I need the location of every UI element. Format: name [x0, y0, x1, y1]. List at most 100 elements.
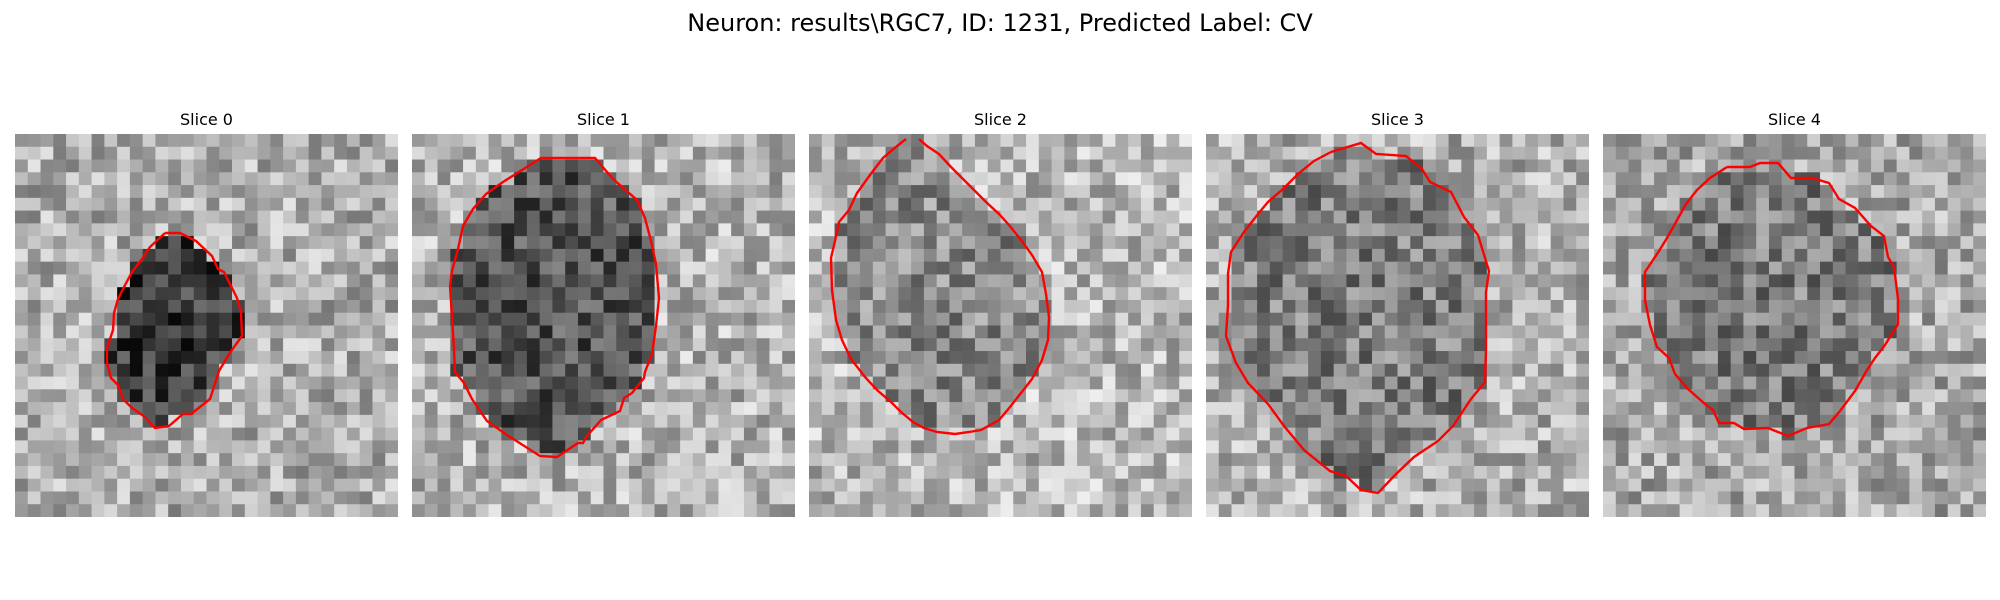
pixel [1346, 274, 1360, 288]
pixel [1231, 478, 1245, 493]
pixel [1384, 363, 1399, 378]
pixel [1359, 453, 1373, 467]
pixel [1410, 440, 1424, 454]
pixel [1960, 389, 1974, 403]
pixel [1973, 414, 1986, 429]
pixel [1397, 236, 1411, 250]
pixel [1807, 312, 1821, 327]
pixel [1537, 274, 1552, 288]
pixel [1947, 402, 1962, 416]
pixel [1768, 172, 1783, 186]
slice-image-svg [1603, 134, 1986, 517]
pixel [1525, 504, 1539, 517]
pixel [565, 453, 579, 467]
pixel [629, 440, 643, 454]
pixel [91, 134, 105, 148]
pixel [1794, 210, 1808, 224]
pixel [463, 236, 477, 250]
pixel [1512, 389, 1526, 403]
pixel [437, 299, 451, 314]
pixel [692, 427, 707, 441]
pixel [1807, 402, 1821, 416]
pixel [232, 504, 246, 517]
pixel [1973, 299, 1986, 314]
pixel [769, 414, 783, 429]
pixel [359, 402, 374, 416]
pixel [1038, 236, 1053, 250]
pixel [731, 376, 745, 390]
pixel [334, 338, 348, 352]
pixel [1832, 414, 1847, 429]
pixel [1896, 402, 1910, 416]
pixel [872, 236, 887, 250]
pixel [821, 185, 836, 199]
pixel [1845, 376, 1859, 390]
pixel [295, 261, 310, 276]
pixel [1218, 363, 1233, 378]
pixel [1384, 376, 1399, 390]
pixel [27, 453, 42, 467]
pixel [756, 325, 771, 339]
pixel [1499, 465, 1513, 480]
pixel [1845, 465, 1859, 480]
pixel [1000, 491, 1014, 505]
pixel [437, 376, 451, 390]
pixel [385, 134, 398, 148]
pixel [577, 236, 592, 250]
pixel [1128, 351, 1142, 365]
pixel [206, 146, 220, 161]
pixel [667, 185, 681, 199]
pixel [629, 236, 643, 250]
pixel [834, 299, 848, 314]
pixel [232, 261, 246, 276]
pixel [334, 261, 348, 276]
pixel [1603, 172, 1617, 186]
pixel [424, 185, 439, 199]
pixel [987, 504, 1002, 517]
slice-image [809, 134, 1192, 517]
pixel [1257, 146, 1271, 161]
pixel [334, 389, 348, 403]
pixel [1308, 134, 1322, 148]
pixel [590, 427, 605, 441]
pixel [15, 491, 29, 505]
pixel [206, 414, 220, 429]
pixel [514, 351, 528, 365]
pixel [219, 453, 233, 467]
pixel [809, 159, 823, 173]
pixel [168, 236, 182, 250]
pixel [1845, 134, 1859, 148]
pixel [1115, 287, 1129, 301]
pixel [1410, 172, 1424, 186]
pixel [1896, 236, 1910, 250]
pixel [1934, 248, 1949, 263]
pixel [1102, 274, 1116, 288]
pixel [1038, 427, 1053, 441]
pixel [1807, 363, 1821, 378]
pixel [501, 134, 515, 148]
pixel [270, 351, 284, 365]
pixel [1089, 402, 1104, 416]
pixel [949, 491, 963, 505]
pixel [680, 351, 694, 365]
pixel [1128, 376, 1142, 390]
pixel [1756, 197, 1770, 212]
pixel [616, 414, 630, 429]
pixel [1397, 478, 1411, 493]
pixel [1820, 338, 1834, 352]
pixel [1308, 236, 1322, 250]
pixel [78, 465, 93, 480]
pixel [1858, 325, 1872, 339]
pixel [1845, 453, 1859, 467]
pixel [1499, 210, 1513, 224]
pixel [1896, 504, 1910, 517]
pixel [834, 159, 848, 173]
pixel [155, 210, 169, 224]
pixel [962, 478, 976, 493]
pixel [206, 299, 220, 314]
pixel [860, 261, 874, 276]
pixel [962, 274, 976, 288]
pixel [1550, 440, 1565, 454]
pixel [424, 491, 439, 505]
pixel [769, 236, 783, 250]
